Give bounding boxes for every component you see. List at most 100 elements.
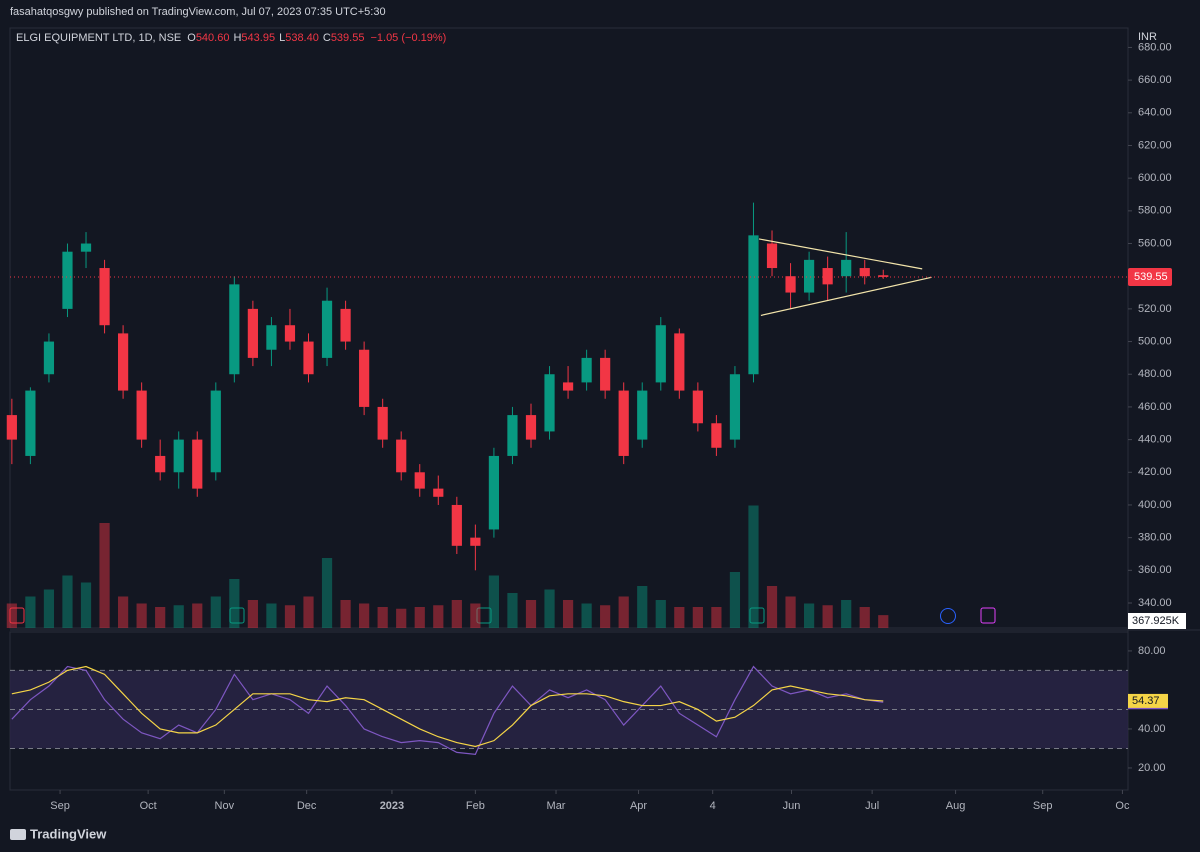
ohlc-label: O (187, 32, 196, 44)
candle-body (674, 333, 685, 391)
y-tick-label: 560.00 (1138, 237, 1172, 249)
candle-body (785, 276, 796, 293)
volume-bar (804, 603, 815, 628)
x-tick-label: Mar (547, 800, 566, 812)
ohlc-value: 538.40 (285, 32, 319, 44)
candle-body (210, 390, 221, 473)
candle-body (748, 235, 759, 375)
earnings-icon (749, 607, 765, 624)
candle-body (655, 325, 666, 383)
volume-bar (637, 586, 648, 628)
dividend-icon (940, 608, 956, 624)
volume-bar (451, 600, 462, 628)
volume-bar (655, 600, 666, 628)
candle-body (433, 488, 444, 497)
candle-body (229, 284, 240, 375)
y-tick-label: 420.00 (1138, 466, 1172, 478)
ohlc-label: C (323, 32, 331, 44)
y-tick-label: 20.00 (1138, 762, 1166, 774)
volume-bar (729, 572, 741, 628)
volume-bar (99, 523, 110, 628)
volume-bar (25, 596, 36, 628)
candle-body (377, 406, 388, 440)
change: −1.05 (−0.19%) (370, 32, 446, 44)
rsi-last-label: 54.37 (1132, 695, 1160, 707)
volume-bar (544, 589, 555, 628)
x-tick-label: Oc (1115, 800, 1130, 812)
y-tick-label: 660.00 (1138, 74, 1172, 86)
y-tick-label: 40.00 (1138, 723, 1166, 735)
candle-body (859, 268, 870, 277)
candle-body (507, 415, 518, 456)
candle-body (822, 268, 833, 285)
candle-body (266, 325, 277, 350)
y-tick-label: 460.00 (1138, 401, 1172, 413)
price-pane (9, 27, 1129, 629)
candle-body (321, 300, 333, 358)
x-tick-label: 2023 (380, 800, 404, 812)
x-tick-label: Sep (1033, 800, 1053, 812)
volume-bar (525, 600, 537, 628)
volume-bar (266, 603, 277, 628)
volume-bar (247, 600, 258, 628)
y-tick-label: 520.00 (1138, 303, 1172, 315)
volume-bar (692, 607, 703, 628)
candle-body (470, 537, 481, 546)
rsi-line (11, 665, 884, 748)
volume-bar (433, 605, 444, 628)
ohlc-value: 543.95 (241, 32, 275, 44)
volume-bar (136, 603, 147, 628)
y-tick-label: 620.00 (1138, 139, 1172, 151)
volume-bar (785, 596, 796, 628)
volume-bar (841, 600, 852, 628)
volume-bar (396, 608, 407, 628)
publisher-line: fasahatqosgwy published on TradingView.c… (10, 6, 386, 18)
volume-bar (192, 603, 203, 628)
candle-body (136, 390, 147, 440)
currency: INR (1138, 31, 1157, 43)
x-tick-label: Apr (630, 800, 647, 812)
x-tick-label: Dec (297, 800, 317, 812)
candle-body (247, 308, 258, 358)
x-tick-label: 4 (710, 800, 716, 812)
candle-body (804, 259, 815, 293)
logo-mark (10, 829, 26, 840)
candle-body (562, 382, 574, 391)
y-tick-label: 340.00 (1138, 597, 1172, 609)
volume-bar (822, 605, 833, 628)
candle-body (488, 455, 500, 530)
footer-text: TradingView (30, 826, 107, 841)
candle-body (581, 357, 592, 383)
candle-body (600, 357, 611, 391)
candle-body (43, 341, 55, 375)
volume-bar (359, 603, 370, 628)
y-tick-label: 680.00 (1138, 41, 1172, 53)
volume-bar (711, 607, 722, 628)
volume-bar (878, 615, 889, 628)
candle-body (155, 455, 166, 473)
y-tick-label: 500.00 (1138, 335, 1172, 347)
candle-body (414, 472, 425, 489)
candle-body (284, 325, 296, 342)
x-tick-label: Sep (50, 800, 70, 812)
volume-box (1128, 613, 1186, 629)
candle-body (340, 308, 351, 342)
earnings-icon (9, 607, 25, 624)
candle-body (80, 243, 92, 252)
last-price-box (1128, 267, 1172, 286)
ohlc-label: H (233, 32, 241, 44)
volume-label: 367.925K (1132, 615, 1180, 627)
y-tick-label: 80.00 (1138, 645, 1166, 657)
candle-body (303, 341, 314, 375)
volume-bar (62, 575, 73, 628)
volume-bar (488, 575, 500, 628)
ohlc-label: L (279, 32, 285, 44)
candle-body (692, 390, 703, 424)
candle-body (359, 349, 370, 407)
candle-body (729, 374, 741, 440)
volume-bar (377, 607, 388, 628)
last-price-label: 539.55 (1134, 271, 1168, 283)
earnings-icon (476, 607, 492, 624)
x-tick-label: Jun (783, 800, 801, 812)
volume-bar (600, 605, 611, 628)
